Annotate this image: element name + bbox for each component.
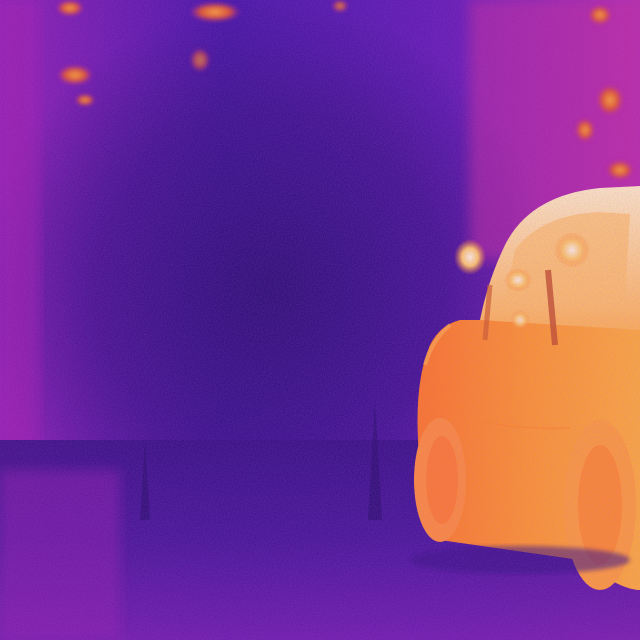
thermal-image (0, 0, 640, 640)
sensor-noise (0, 0, 640, 640)
thermal-scene (0, 0, 640, 640)
